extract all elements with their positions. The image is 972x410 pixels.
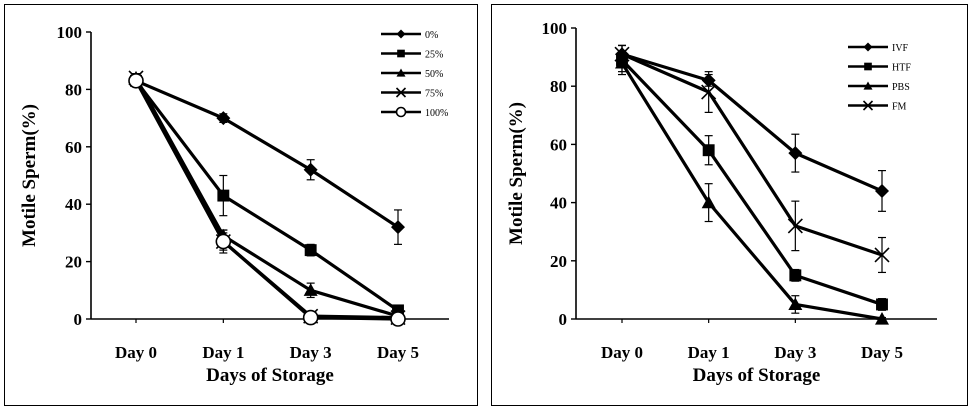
series-line <box>621 52 883 257</box>
data-point-marker <box>874 247 890 263</box>
y-tick-label: 80 <box>550 77 567 96</box>
legend-label: FM <box>892 102 907 113</box>
legend-label: 75% <box>425 89 443 100</box>
y-tick-label: 100 <box>57 23 83 42</box>
legend: IVF HTF PBS FM <box>848 42 911 113</box>
legend-marker <box>863 42 873 52</box>
x-tick-label: Day 5 <box>377 343 419 362</box>
series-3 <box>614 44 890 274</box>
y-tick-label: 60 <box>550 135 567 154</box>
data-point-marker <box>303 283 318 296</box>
y-tick-label: 40 <box>65 195 82 214</box>
data-point-marker-stroke <box>787 218 803 234</box>
data-point-marker <box>787 218 803 234</box>
y-axis-title: Motile Sperm(%) <box>506 102 527 245</box>
x-tick-label: Day 5 <box>861 343 903 362</box>
data-point-marker-stroke <box>614 46 630 62</box>
data-point-marker <box>217 189 230 202</box>
series-line <box>621 52 883 193</box>
legend-marker-stroke <box>862 100 874 111</box>
data-point-marker <box>788 146 803 161</box>
series-line <box>620 62 883 321</box>
legend-marker <box>395 106 407 118</box>
series-2 <box>129 70 405 322</box>
data-point-marker <box>788 297 803 311</box>
y-tick-label: 20 <box>550 252 567 271</box>
y-tick-label: 100 <box>542 19 568 38</box>
data-point-marker <box>216 111 231 126</box>
data-point-marker <box>701 84 717 100</box>
series-line <box>134 79 399 312</box>
legend-marker <box>396 29 406 39</box>
series-2 <box>615 53 889 325</box>
legend-marker <box>397 49 405 58</box>
legend-marker <box>396 68 406 77</box>
x-tick-label: Day 0 <box>115 343 157 362</box>
data-point-marker <box>614 46 630 62</box>
legend-marker-stroke <box>395 87 407 98</box>
data-point-marker <box>876 298 888 311</box>
legend-marker <box>864 62 872 71</box>
data-point-marker <box>701 195 716 209</box>
data-point-marker <box>128 72 144 89</box>
series-line <box>134 80 399 321</box>
chart-panel-left: 0 20 40 60 80 100 Day 0 Day 1 Day 3 Day 5 Days of … <box>4 4 478 406</box>
legend-marker <box>863 81 873 90</box>
series-line <box>620 58 883 306</box>
data-point-marker <box>391 220 405 235</box>
legend-label: IVF <box>892 43 909 54</box>
data-point-marker-stroke <box>874 247 890 263</box>
y-tick-label: 0 <box>559 310 568 329</box>
y-tick-label: 0 <box>74 310 83 329</box>
legend-label: 100% <box>425 108 448 119</box>
legend: 0% 25% 50% 75% 100% <box>381 29 448 119</box>
legend-label: 25% <box>425 50 443 61</box>
x-axis-title: Days of Storage <box>206 365 334 386</box>
series-4 <box>128 72 406 327</box>
legend-marker <box>862 100 874 111</box>
data-point-marker <box>875 312 889 325</box>
y-tick-label: 40 <box>550 194 567 213</box>
data-point-marker <box>303 162 318 177</box>
legend-label: 0% <box>425 30 438 41</box>
series-line <box>135 79 399 229</box>
data-point-marker <box>875 183 889 198</box>
data-point-marker <box>304 244 317 257</box>
legend-label: HTF <box>892 63 911 74</box>
legend-label: 50% <box>425 69 443 80</box>
data-point-marker <box>302 309 319 326</box>
data-point-marker-stroke <box>701 84 717 100</box>
x-tick-label: Day 3 <box>774 343 816 362</box>
x-tick-label: Day 3 <box>290 343 332 362</box>
legend-marker <box>395 87 407 98</box>
x-tick-label: Day 1 <box>688 343 730 362</box>
y-axis-title: Motile Sperm(%) <box>19 104 40 247</box>
chart-panel-right: 0 20 40 60 80 100 Day 0 Day 1 Day 3 Day 5 Days of … <box>491 4 968 406</box>
y-tick-label: 80 <box>65 80 82 99</box>
chart-right: 0 20 40 60 80 100 Day 0 Day 1 Day 3 Day 5 Days of … <box>506 19 937 386</box>
chart-left: 0 20 40 60 80 100 Day 0 Day 1 Day 3 Day 5 Days of … <box>19 23 449 386</box>
y-tick-label: 20 <box>65 253 82 272</box>
x-tick-label: Day 1 <box>202 343 244 362</box>
series-0 <box>129 73 405 245</box>
x-tick-label: Day 0 <box>601 343 643 362</box>
y-tick-label: 60 <box>65 138 82 157</box>
data-point-marker <box>789 269 802 282</box>
data-point-marker <box>702 144 715 157</box>
legend-label: PBS <box>892 82 910 93</box>
series-1 <box>616 44 888 311</box>
data-point-marker <box>215 233 232 250</box>
data-point-marker <box>390 311 406 327</box>
x-axis-title: Days of Storage <box>693 365 821 386</box>
